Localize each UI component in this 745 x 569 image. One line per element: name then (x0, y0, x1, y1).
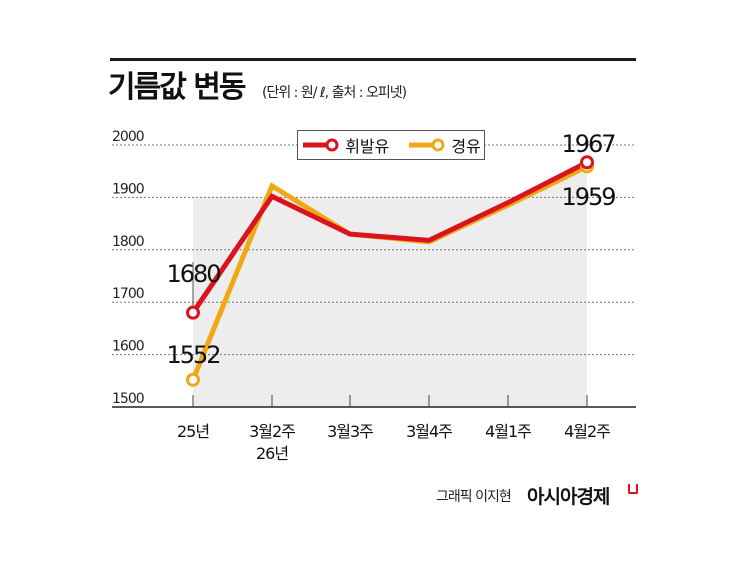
x-tick-label: 3월2주 (249, 422, 295, 441)
chart-title: 기름값 변동 (108, 70, 246, 105)
y-tick-label: 1800 (112, 234, 144, 250)
legend-label-diesel: 경유 (451, 137, 481, 156)
y-tick-label: 2000 (112, 129, 144, 145)
data-point-marker (186, 305, 200, 320)
graphic-credit: 그래픽 이지현 (436, 489, 512, 505)
series-gasoline-line (190, 160, 589, 315)
data-value-label: 1552 (166, 341, 219, 369)
legend-label-gasoline: 휘발유 (345, 137, 390, 156)
x-tick-label: 4월2주 (564, 422, 610, 441)
legend: 휘발유 경유 (297, 130, 485, 160)
data-point-marker (580, 155, 594, 170)
legend-marker-diesel-icon (409, 138, 445, 152)
series-lines (186, 155, 594, 387)
y-tick-label: 1600 (112, 339, 144, 355)
data-value-label: 1959 (561, 183, 615, 211)
chart-subtitle: (단위 : 원/ ℓ, 출처 : 오피넷) (262, 85, 407, 101)
shaded-area (193, 162, 587, 407)
y-tick-label: 1700 (112, 286, 144, 302)
legend-marker-gasoline-icon (303, 138, 339, 152)
x-tick-label: 25년 (177, 422, 209, 441)
x-tick-label: 4월1주 (485, 422, 531, 441)
y-axis-ticks: 1500 1600 1700 1800 1900 2000 (112, 129, 145, 407)
brand-mark-icon (628, 484, 638, 494)
legend-item-gasoline: 휘발유 (301, 133, 389, 157)
legend-item-diesel: 경유 (407, 133, 481, 157)
top-rule (110, 58, 636, 61)
x-tick-label: 3월4주 (406, 422, 452, 441)
x-axis: 25년 3월2주 26년 3월3주 3월4주 4월1주 4월2주 (112, 262, 636, 463)
data-value-label: 1680 (166, 260, 220, 288)
brand-logo: 아시아경제 (527, 486, 610, 508)
data-point-marker (186, 372, 200, 387)
y-tick-label: 1900 (112, 181, 144, 197)
x-tick-label: 26년 (256, 444, 288, 463)
x-tick-label: 3월3주 (327, 422, 373, 441)
data-labels: 1680 1552 1967 1959 (166, 130, 617, 369)
y-tick-label: 1500 (112, 391, 144, 407)
data-value-label: 1967 (561, 130, 615, 158)
